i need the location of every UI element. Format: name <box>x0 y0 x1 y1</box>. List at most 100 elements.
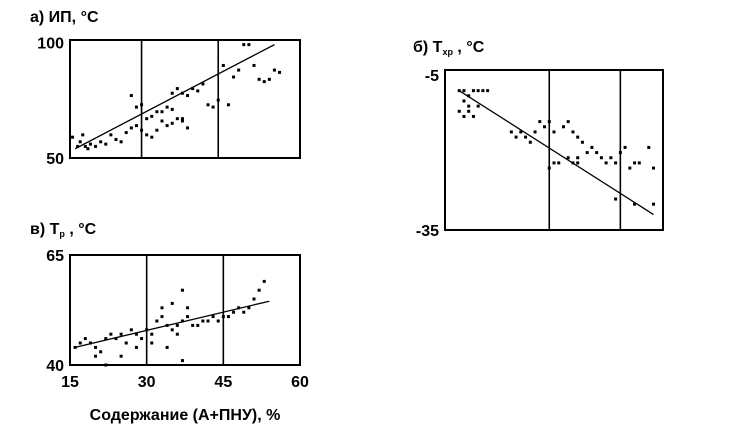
data-point <box>155 319 159 323</box>
data-point <box>99 140 103 144</box>
data-point <box>467 94 471 98</box>
data-point <box>633 161 637 165</box>
data-point <box>471 114 475 118</box>
data-point <box>78 341 82 345</box>
data-point <box>134 124 138 128</box>
trend-line <box>458 90 654 216</box>
chart-title-main: в) Т <box>30 221 60 238</box>
data-point <box>140 103 144 107</box>
chart-panel-c: в) Тр , °С 40 65 15 30 45 60 <box>30 221 309 391</box>
chart-title-unit: °С <box>81 9 99 26</box>
chart-title-subscript: р <box>59 229 65 239</box>
data-point <box>211 105 215 109</box>
data-point <box>585 151 589 155</box>
data-point <box>242 43 246 47</box>
data-point <box>94 354 98 358</box>
data-point <box>590 145 594 149</box>
y-tick-label: 100 <box>37 35 64 52</box>
data-point <box>124 131 128 135</box>
data-point <box>186 315 190 319</box>
y-tick-label: 65 <box>46 248 64 265</box>
data-point <box>547 166 551 170</box>
data-point <box>201 319 205 323</box>
data-point <box>196 323 200 327</box>
data-point <box>94 144 98 148</box>
data-point <box>467 109 471 113</box>
data-point <box>129 126 133 130</box>
data-point <box>561 125 565 129</box>
data-point <box>186 126 190 130</box>
data-point <box>557 161 561 165</box>
plot-frame <box>444 69 664 231</box>
data-point <box>647 145 651 149</box>
data-point <box>509 130 513 134</box>
trend-line <box>74 44 275 150</box>
data-point <box>129 328 133 332</box>
data-point <box>533 130 537 134</box>
data-point <box>180 117 184 121</box>
data-point <box>618 151 622 155</box>
data-point <box>471 89 475 93</box>
data-point <box>160 110 164 114</box>
data-point <box>237 68 241 72</box>
data-point <box>170 107 174 111</box>
data-point <box>633 202 637 206</box>
data-point <box>552 130 556 134</box>
data-point <box>109 133 113 137</box>
data-point <box>232 75 236 79</box>
data-point <box>457 109 461 113</box>
data-point <box>129 94 133 98</box>
data-point <box>257 288 261 292</box>
data-point <box>552 161 556 165</box>
data-point <box>165 323 169 327</box>
data-point <box>576 156 580 160</box>
chart-title-main: б) Т <box>413 39 443 56</box>
data-point <box>462 114 466 118</box>
trend-line <box>74 300 270 349</box>
data-point <box>457 89 461 93</box>
data-point <box>262 80 266 84</box>
data-point <box>145 117 149 121</box>
data-point <box>114 137 118 141</box>
data-point <box>104 363 108 367</box>
data-point <box>175 117 179 121</box>
data-point <box>247 306 251 310</box>
data-point <box>476 104 480 108</box>
data-point <box>232 310 236 314</box>
data-point <box>165 124 169 128</box>
data-point <box>94 345 98 349</box>
data-point <box>566 156 570 160</box>
data-point <box>160 315 164 319</box>
data-point <box>71 135 75 139</box>
data-point <box>170 91 174 95</box>
x-axis-label: Содержание (А+ПНУ), % <box>90 407 281 424</box>
data-point <box>170 301 174 305</box>
plot-frame <box>69 254 301 366</box>
x-tick-label: 30 <box>138 374 156 391</box>
data-point <box>524 135 528 139</box>
data-point <box>180 359 184 363</box>
data-point <box>119 354 123 358</box>
y-tick-label: -35 <box>416 223 439 240</box>
chart-title-subscript: хр <box>442 47 453 57</box>
chart-title-c: в) Тр , °С <box>30 221 97 239</box>
data-point <box>73 345 77 349</box>
data-point <box>180 119 184 123</box>
chart-title-unit: , °С <box>65 221 97 238</box>
data-point <box>150 114 154 118</box>
data-point <box>76 144 80 148</box>
data-point <box>272 68 276 72</box>
data-point <box>170 121 174 125</box>
y-tick-label: 40 <box>46 358 64 375</box>
data-point <box>571 130 575 134</box>
data-point <box>628 166 632 170</box>
data-point <box>221 63 225 67</box>
data-point <box>186 94 190 98</box>
data-point <box>119 140 123 144</box>
data-point <box>119 332 123 336</box>
data-point <box>652 202 656 206</box>
data-point <box>150 341 154 345</box>
data-point <box>175 323 179 327</box>
data-point <box>637 161 641 165</box>
data-point <box>237 306 241 310</box>
